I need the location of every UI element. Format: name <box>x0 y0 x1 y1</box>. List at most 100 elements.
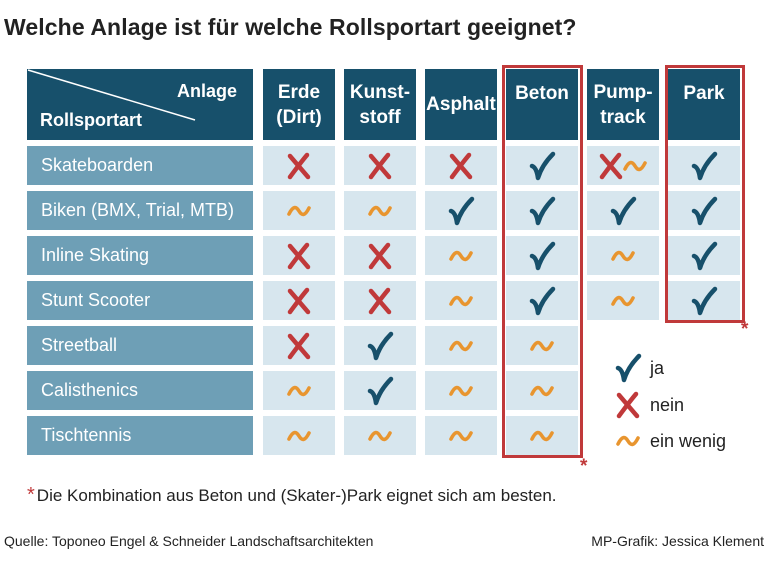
cross-icon <box>287 152 311 179</box>
column-header: Beton <box>506 69 578 140</box>
row-label: Stunt Scooter <box>27 281 253 320</box>
cross-icon <box>287 332 311 359</box>
tilde-icon <box>449 340 473 351</box>
legend-item: ja <box>614 353 664 383</box>
table-cell <box>263 191 335 230</box>
tilde-icon <box>611 250 635 261</box>
tilde-icon <box>449 250 473 261</box>
footnote-text: Die Kombination aus Beton und (Skater-)P… <box>36 486 557 505</box>
table-cell <box>344 146 416 185</box>
table-cell <box>344 191 416 230</box>
header-corner-anlage: Anlage <box>176 81 237 101</box>
check-icon <box>691 196 718 225</box>
table-cell <box>425 146 497 185</box>
row-label: Tischtennis <box>27 416 253 455</box>
table-cell <box>425 281 497 320</box>
tilde-icon <box>530 385 554 396</box>
source-line: Quelle: Toponeo Engel & Schneider Landsc… <box>4 533 374 549</box>
cross-icon <box>368 242 392 269</box>
cross-icon <box>287 242 311 269</box>
tilde-icon <box>449 385 473 396</box>
tilde-icon <box>623 160 647 171</box>
check-icon <box>367 376 394 405</box>
header-corner: Anlage Rollsportart <box>27 69 253 140</box>
credit-line: MP-Grafik: Jessica Klement <box>591 533 764 549</box>
cross-icon <box>616 391 640 419</box>
tilde-icon <box>530 430 554 441</box>
check-icon <box>691 286 718 315</box>
legend-label: ja <box>650 357 665 378</box>
tilde-icon <box>368 205 392 216</box>
table-cell <box>587 191 659 230</box>
check-icon <box>529 196 556 225</box>
table-cell <box>506 371 578 410</box>
table-cell <box>587 236 659 275</box>
table-cell <box>506 416 578 455</box>
column-header: Park <box>668 69 740 140</box>
legend-item: ein wenig <box>614 426 726 456</box>
beton-star: * <box>580 456 588 477</box>
table-cell <box>263 146 335 185</box>
tilde-icon <box>530 340 554 351</box>
table-cell <box>425 326 497 365</box>
column-header: Pump- track <box>587 69 659 140</box>
tilde-icon <box>287 205 311 216</box>
table-cell <box>425 371 497 410</box>
beton-highlight-frame <box>502 65 583 458</box>
tilde-icon <box>287 385 311 396</box>
table-cell <box>506 146 578 185</box>
table-cell <box>506 326 578 365</box>
table-cell <box>344 281 416 320</box>
cross-icon <box>368 152 392 179</box>
cross-icon <box>287 287 311 314</box>
footnote-star: * <box>27 484 35 506</box>
table-cell <box>263 371 335 410</box>
tilde-icon <box>368 430 392 441</box>
table-cell <box>506 191 578 230</box>
check-icon <box>529 151 556 180</box>
check-icon <box>529 286 556 315</box>
column-header: Erde (Dirt) <box>263 69 335 140</box>
legend-label: ein wenig <box>650 430 727 451</box>
check-icon <box>691 151 718 180</box>
table-cell <box>344 236 416 275</box>
table-cell <box>263 416 335 455</box>
row-label: Inline Skating <box>27 236 253 275</box>
table-cell <box>506 236 578 275</box>
table-cell <box>263 326 335 365</box>
table-cell <box>587 281 659 320</box>
check-icon <box>610 196 637 225</box>
legend-symbol <box>614 390 642 420</box>
cross-icon <box>449 152 473 179</box>
table-cell <box>587 146 659 185</box>
tilde-icon <box>449 430 473 441</box>
table-cell <box>263 236 335 275</box>
corner-diagonal <box>27 69 196 121</box>
row-label: Skateboarden <box>27 146 253 185</box>
tilde-icon <box>287 430 311 441</box>
row-label: Streetball <box>27 326 253 365</box>
column-header: Asphalt <box>425 69 497 140</box>
check-icon <box>367 331 394 360</box>
table-cell <box>344 416 416 455</box>
table-cell <box>668 146 740 185</box>
table-cell <box>425 236 497 275</box>
row-label: Biken (BMX, Trial, MTB) <box>27 191 253 230</box>
footnote: * Die Kombination aus Beton und (Skater-)… <box>27 484 557 507</box>
legend-label: nein <box>650 394 685 415</box>
table-cell <box>668 236 740 275</box>
table-cell <box>344 326 416 365</box>
legend-item: nein <box>614 390 684 420</box>
check-icon <box>691 241 718 270</box>
tilde-icon <box>616 435 640 447</box>
table-cell <box>344 371 416 410</box>
tilde-icon <box>449 295 473 306</box>
check-icon <box>448 196 475 225</box>
park-highlight-frame <box>665 65 745 323</box>
park-star: * <box>741 319 749 340</box>
table-cell <box>668 281 740 320</box>
legend-symbol <box>614 426 642 456</box>
cross-icon <box>599 152 623 179</box>
table-cell <box>506 281 578 320</box>
check-icon <box>529 241 556 270</box>
